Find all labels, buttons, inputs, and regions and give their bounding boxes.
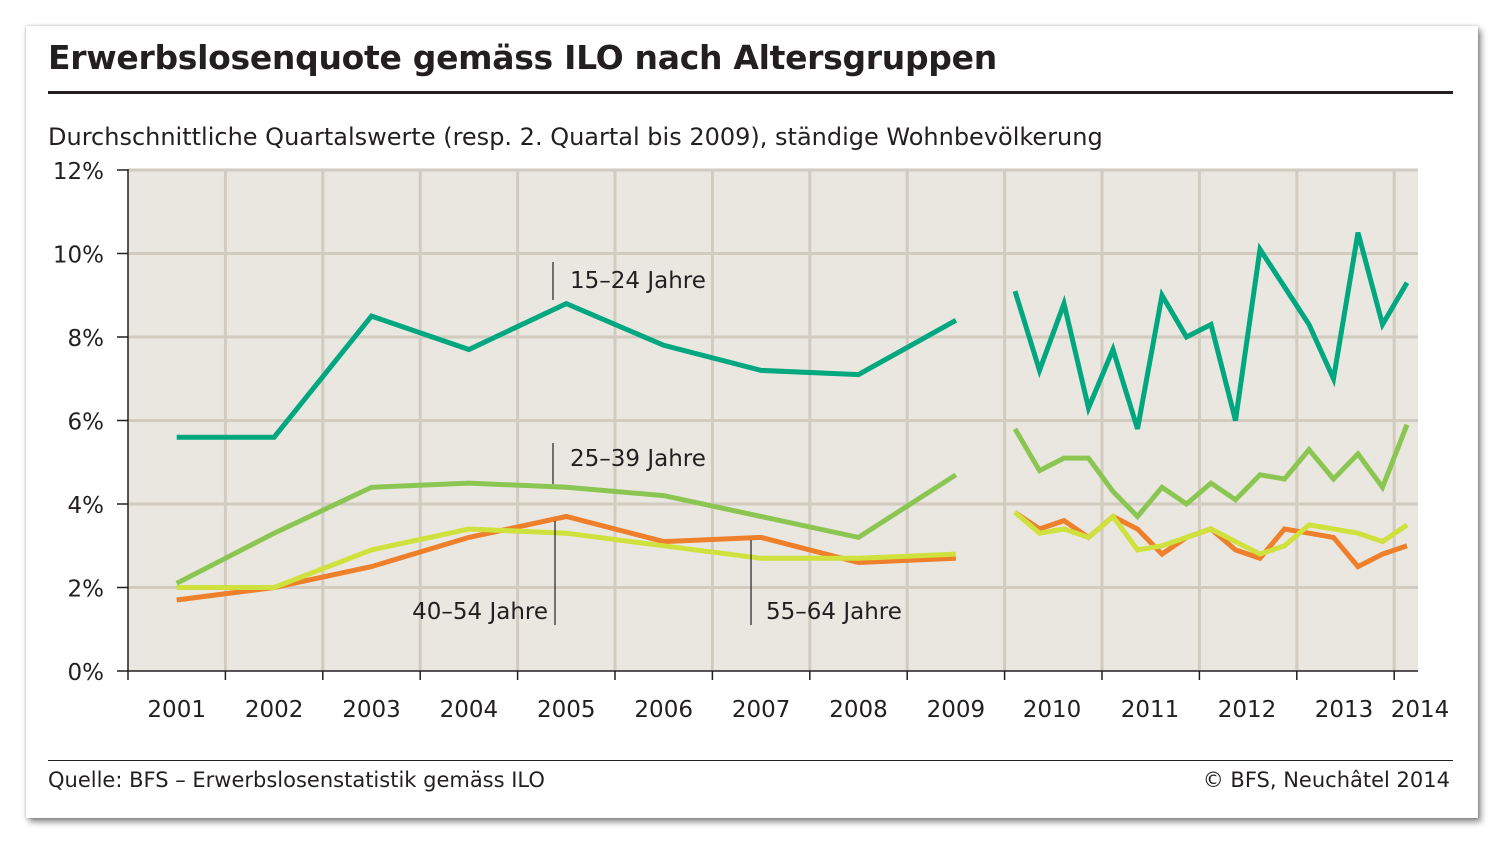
series-line-annual xyxy=(176,300,958,440)
series-label: 40–54 Jahre xyxy=(412,599,548,625)
y-tick-label: 10% xyxy=(53,243,104,269)
x-tick-label: 2005 xyxy=(537,697,596,723)
x-tick-label: 2009 xyxy=(927,697,986,723)
chart-title: Erwerbslosenquote gemäss ILO nach Alters… xyxy=(48,38,997,77)
x-tick-label: 2006 xyxy=(634,697,693,723)
series-line-annual xyxy=(176,526,957,590)
series-line-quarterly xyxy=(1012,231,1410,430)
copyright-note: © BFS, Neuchâtel 2014 xyxy=(1202,768,1450,792)
source-note: Quelle: BFS – Erwerbslosenstatistik gemä… xyxy=(48,768,545,792)
x-tick-label: 2004 xyxy=(440,697,499,723)
x-tick-label: 2001 xyxy=(147,697,206,723)
x-tick-label: 2010 xyxy=(1023,697,1082,723)
x-tick-label: 2012 xyxy=(1218,697,1277,723)
y-tick-label: 8% xyxy=(68,326,105,352)
x-tick-label: 2013 xyxy=(1315,697,1374,723)
x-tick-label: 2011 xyxy=(1121,697,1180,723)
x-tick-label: 2007 xyxy=(732,697,791,723)
y-tick-label: 0% xyxy=(68,660,105,686)
series-line-quarterly xyxy=(1012,423,1410,521)
series-line-annual xyxy=(176,513,957,603)
chart-subtitle: Durchschnittliche Quartalswerte (resp. 2… xyxy=(48,123,1103,151)
y-tick-label: 6% xyxy=(68,410,105,436)
series-label: 25–39 Jahre xyxy=(570,446,706,472)
y-tick-label: 12% xyxy=(53,159,104,185)
footer-rule xyxy=(48,760,1453,761)
y-tick-label: 2% xyxy=(68,577,105,603)
title-rule xyxy=(48,91,1453,94)
y-tick-label: 4% xyxy=(68,493,105,519)
series-label: 15–24 Jahre xyxy=(570,268,706,294)
x-tick-label: 2002 xyxy=(245,697,304,723)
x-tick-label: 2008 xyxy=(829,697,888,723)
x-tick-label: 2014 xyxy=(1391,697,1450,723)
series-label: 55–64 Jahre xyxy=(766,599,902,625)
series-line-quarterly xyxy=(1013,510,1409,557)
x-tick-label: 2003 xyxy=(342,697,401,723)
series-line-annual xyxy=(175,472,958,586)
